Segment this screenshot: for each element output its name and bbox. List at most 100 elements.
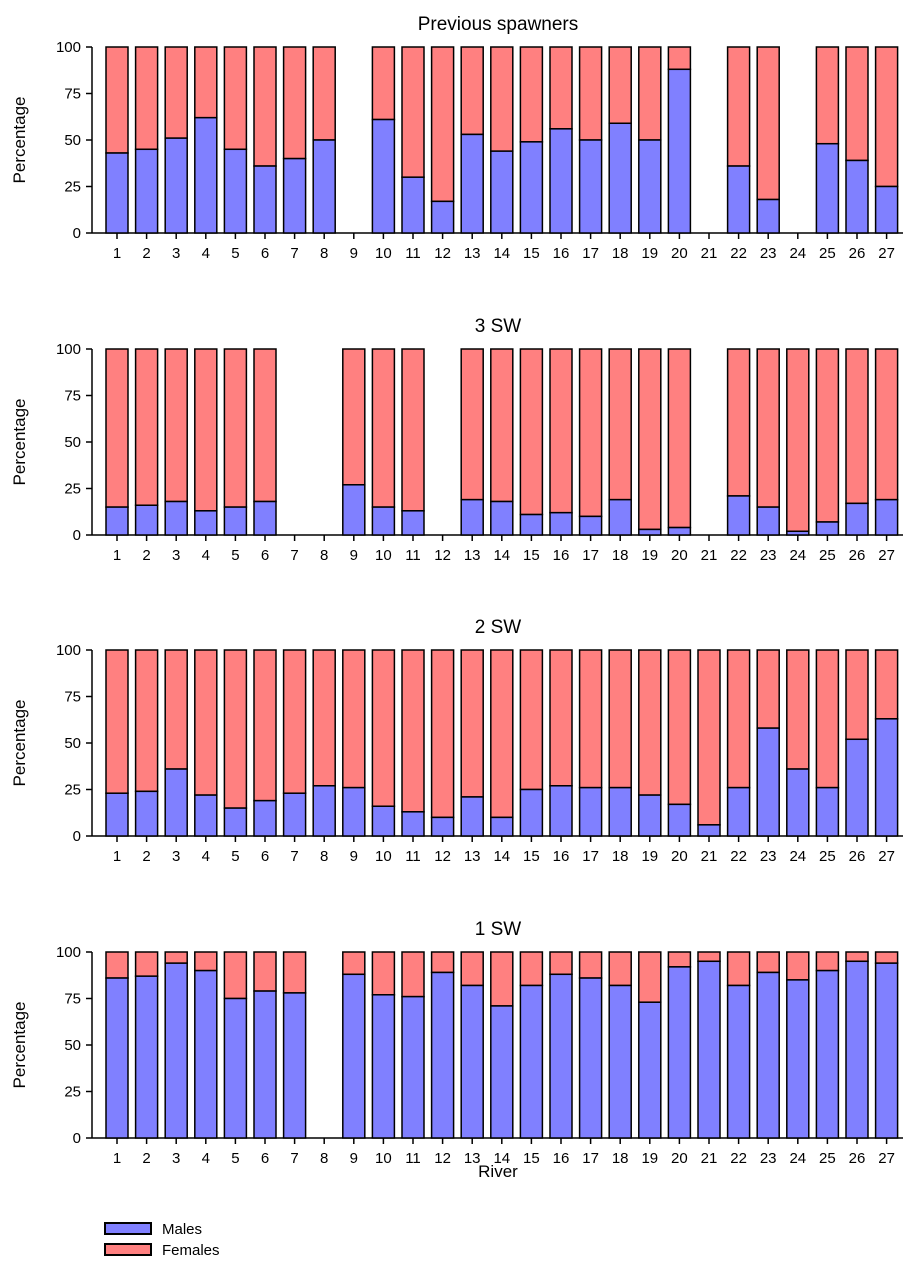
x-tick-label: 1 (113, 1150, 121, 1167)
bar-females-river-5 (223, 348, 248, 508)
bar-males-river-22 (726, 786, 751, 837)
bar-females-river-5 (223, 951, 248, 1000)
bar-males-river-12 (430, 971, 455, 1139)
x-tick-label: 26 (849, 547, 866, 564)
x-tick-label: 21 (701, 547, 718, 564)
bar-males-river-11 (401, 176, 425, 234)
bar-females-river-18 (608, 46, 632, 125)
bar-males-river-2 (134, 790, 159, 837)
x-tick-label: 7 (290, 1150, 298, 1167)
x-tick-label: 2 (142, 848, 150, 865)
x-tick-label: 15 (523, 848, 540, 865)
bar-females-river-7 (282, 649, 307, 794)
bar-males-river-19 (638, 794, 662, 837)
bar-females-river-5 (223, 46, 248, 151)
panel-title: Previous spawners (418, 14, 579, 35)
bar-females-river-10 (371, 951, 396, 996)
bar-males-river-20 (667, 803, 692, 837)
x-tick-label: 16 (553, 547, 570, 564)
bar-males-river-21 (697, 824, 721, 837)
bar-males-river-2 (134, 975, 159, 1139)
bar-females-river-14 (490, 348, 514, 503)
bar-females-river-7 (282, 46, 307, 160)
bar-males-river-23 (756, 727, 780, 837)
y-tick-label: 0 (73, 225, 81, 242)
x-tick-label: 11 (405, 848, 421, 865)
x-tick-label: 5 (231, 245, 239, 262)
bar-females-river-18 (608, 951, 632, 987)
x-tick-label: 14 (493, 245, 510, 262)
x-tick-label: 25 (819, 1150, 836, 1167)
y-tick-label: 100 (56, 39, 81, 56)
bar-females-river-4 (194, 649, 218, 796)
x-tick-label: 27 (878, 245, 895, 262)
y-tick-label: 50 (64, 132, 81, 149)
bar-males-river-13 (460, 796, 484, 837)
bar-males-river-22 (726, 984, 751, 1139)
x-tick-label: 11 (405, 547, 421, 564)
bar-females-river-18 (608, 649, 632, 789)
bar-males-river-12 (430, 200, 455, 234)
bar-females-river-17 (578, 46, 603, 141)
bar-females-river-9 (342, 649, 366, 789)
bar-males-river-25 (815, 142, 840, 234)
bar-males-river-19 (638, 139, 662, 234)
bar-females-river-19 (638, 951, 662, 1003)
bar-males-river-15 (519, 788, 544, 837)
x-axis-label: River (478, 1162, 518, 1181)
bar-females-river-7 (282, 951, 307, 994)
bar-females-river-26 (845, 46, 869, 162)
x-tick-label: 9 (350, 547, 358, 564)
bar-females-river-1 (105, 348, 129, 508)
x-tick-label: 19 (641, 1150, 658, 1167)
bar-females-river-23 (756, 348, 780, 508)
bar-males-river-27 (874, 718, 899, 837)
x-tick-label: 21 (701, 245, 718, 262)
bar-males-river-4 (194, 510, 218, 536)
bar-females-river-25 (815, 46, 840, 145)
bar-females-river-22 (726, 348, 751, 497)
bar-males-river-17 (578, 139, 603, 234)
bar-males-river-5 (223, 997, 248, 1139)
x-tick-label: 1 (113, 547, 121, 564)
bar-females-river-13 (460, 951, 484, 987)
bar-females-river-25 (815, 649, 840, 789)
legend-label-females: Females (162, 1242, 220, 1259)
x-tick-label: 15 (523, 547, 540, 564)
x-tick-label: 14 (493, 547, 510, 564)
x-tick-label: 24 (789, 1150, 806, 1167)
x-tick-label: 22 (730, 245, 747, 262)
bar-females-river-14 (490, 951, 514, 1007)
x-tick-label: 17 (582, 547, 599, 564)
bar-males-river-22 (726, 165, 751, 234)
bar-males-river-1 (105, 792, 129, 837)
bar-females-river-1 (105, 649, 129, 794)
bar-males-river-13 (460, 984, 484, 1139)
y-tick-label: 25 (64, 1084, 81, 1101)
bar-males-river-20 (667, 526, 692, 536)
x-tick-label: 22 (730, 848, 747, 865)
bar-males-river-3 (164, 768, 188, 837)
bar-males-river-5 (223, 148, 248, 234)
legend-label-males: Males (162, 1221, 202, 1238)
x-tick-label: 12 (434, 848, 451, 865)
x-tick-label: 8 (320, 848, 328, 865)
x-tick-label: 14 (493, 848, 510, 865)
y-tick-label: 100 (56, 341, 81, 358)
x-tick-label: 18 (612, 1150, 629, 1167)
bar-males-river-21 (697, 960, 721, 1139)
bar-males-river-24 (786, 530, 810, 536)
bar-females-river-16 (549, 649, 573, 787)
x-tick-label: 3 (172, 245, 180, 262)
bar-males-river-25 (815, 521, 840, 536)
x-tick-label: 24 (789, 245, 806, 262)
x-tick-label: 9 (350, 1150, 358, 1167)
bar-females-river-13 (460, 649, 484, 798)
bar-males-river-7 (282, 792, 307, 837)
bar-females-river-23 (756, 951, 780, 974)
x-tick-label: 10 (375, 848, 392, 865)
bar-females-river-3 (164, 649, 188, 770)
bar-females-river-11 (401, 649, 425, 813)
